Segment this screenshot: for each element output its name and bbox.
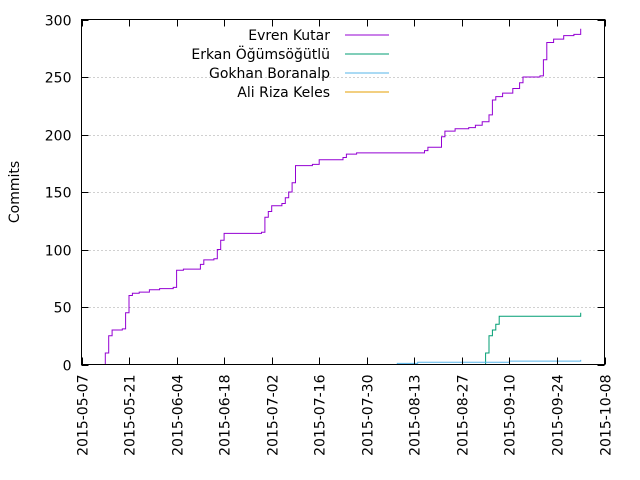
y-tick-label: 150 bbox=[45, 186, 72, 202]
x-tick-label: 2015-06-18 bbox=[218, 375, 234, 456]
gridlines bbox=[81, 77, 605, 308]
x-tick-label: 2015-06-04 bbox=[171, 374, 187, 455]
x-tick-label: 2015-08-27 bbox=[456, 375, 472, 456]
legend-label: Evren Kutar bbox=[248, 28, 330, 44]
x-tick-label: 2015-07-30 bbox=[361, 375, 377, 456]
x-tick-label: 2015-05-07 bbox=[76, 375, 92, 456]
legend-label: Gokhan Boranalp bbox=[209, 66, 330, 82]
x-tick-label: 2015-05-21 bbox=[123, 375, 139, 456]
y-tick-label: 0 bbox=[63, 359, 72, 375]
series-lines bbox=[104, 28, 582, 365]
x-tick-label: 2015-09-10 bbox=[503, 375, 519, 456]
y-tick-label: 300 bbox=[45, 14, 72, 30]
x-tick-label: 2015-07-16 bbox=[313, 374, 329, 455]
legend-label: Erkan Öğümsöğütlü bbox=[191, 45, 330, 63]
x-tick-label: 2015-10-08 bbox=[599, 375, 615, 456]
legend-label: Ali Riza Keles bbox=[237, 85, 330, 101]
y-tick-label: 100 bbox=[45, 244, 72, 260]
series-line bbox=[104, 28, 582, 365]
y-tick-label: 250 bbox=[45, 71, 72, 87]
x-tick-label: 2015-07-02 bbox=[266, 375, 282, 456]
axis-ticks: 0 50 100 150 200 250 300 2015-05-07 2015-05-21 20… bbox=[45, 14, 615, 456]
x-tick-label: 2015-08-13 bbox=[408, 375, 424, 456]
y-axis-label: Commits bbox=[7, 161, 23, 223]
y-tick-label: 200 bbox=[45, 129, 72, 145]
x-tick-label: 2015-09-24 bbox=[551, 374, 567, 455]
series-line bbox=[105, 312, 582, 365]
y-tick-label: 50 bbox=[54, 301, 72, 317]
